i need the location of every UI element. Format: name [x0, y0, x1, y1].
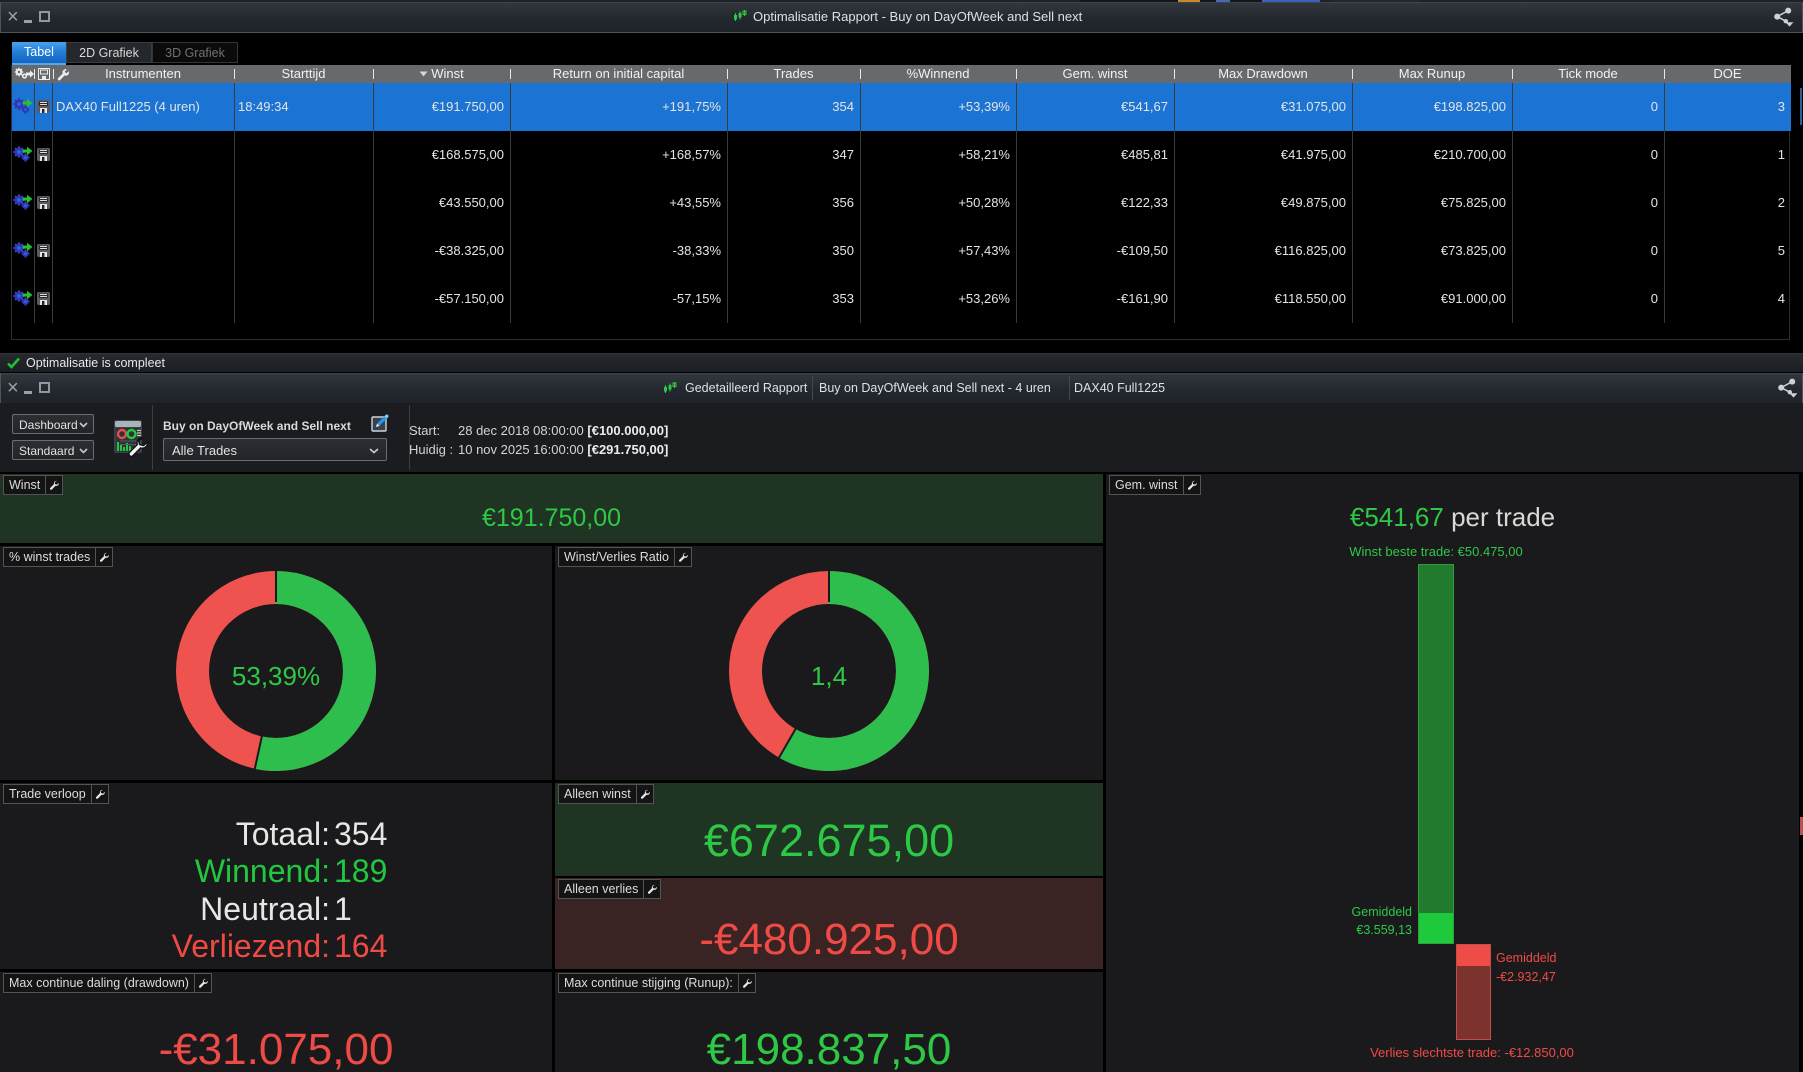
svg-text:1,4: 1,4 [811, 661, 847, 691]
svg-text:53,39%: 53,39% [232, 661, 320, 691]
